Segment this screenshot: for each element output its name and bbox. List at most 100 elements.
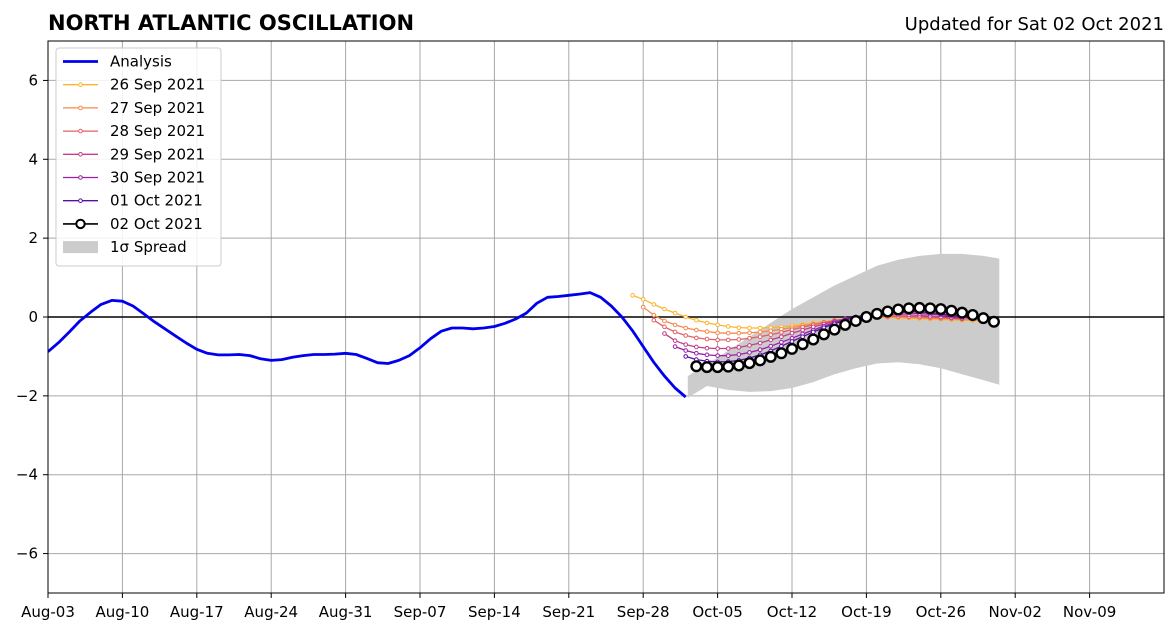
legend-label: 01 Oct 2021 [110,192,203,210]
legend-label: Analysis [110,53,172,71]
data-point [736,345,742,350]
data-point [715,346,720,351]
series-line [48,291,687,399]
data-point [807,333,820,346]
legend-marker [78,82,83,87]
data-point [817,328,830,341]
data-point [672,310,678,316]
data-point [725,346,731,351]
data-point [683,348,689,353]
y-tick-label: 4 [28,150,38,168]
chart-title: NORTH ATLANTIC OSCILLATION [48,11,414,35]
data-point [651,302,657,307]
legend-label: 28 Sep 2021 [110,122,205,140]
x-tick-label: Sep-21 [542,603,595,621]
data-point [662,324,667,330]
series-analysis [48,291,687,399]
data-point [892,303,905,316]
data-point [796,338,809,351]
data-point [757,329,763,335]
data-point [672,322,678,328]
data-point [747,335,752,341]
legend-marker [78,175,83,180]
data-point [757,347,763,353]
legend-label: 1σ Spread [110,238,187,256]
data-point [902,302,915,315]
legend-item: 28 Sep 2021 [63,122,205,140]
x-tick-label: Nov-02 [989,603,1042,621]
y-tick-label: 0 [28,308,38,326]
data-point [860,311,873,324]
data-point [715,322,720,328]
data-point [754,354,767,367]
legend-item: 27 Sep 2021 [63,99,205,117]
legend: Analysis 26 Sep 2021 27 Sep 2021 28 Sep 202… [55,47,222,267]
data-point [747,330,752,336]
data-point [881,305,894,318]
legend-item: 01 Oct 2021 [63,192,203,210]
legend-box [55,47,222,267]
data-point [732,359,745,372]
data-point [694,344,699,350]
legend-marker [78,152,83,157]
x-tick-label: Aug-31 [319,603,373,621]
x-tick-label: Oct-19 [841,603,891,621]
plot-area: Aug-03 Aug-10 Aug-17 Aug-24 Aug-31 Sep-07 Sep-… [16,40,1165,621]
x-tick-label: Oct-05 [692,603,742,621]
data-point [683,325,689,331]
legend-label: 26 Sep 2021 [110,76,205,94]
data-point [786,342,799,355]
data-point [662,331,667,336]
data-point [779,330,784,335]
legend-label: 29 Sep 2021 [110,145,205,163]
data-point [651,317,657,323]
legend-label: 02 Oct 2021 [110,215,203,233]
data-point [966,309,979,322]
data-point [662,318,667,324]
plot-content [48,253,1164,399]
x-tick-label: Oct-26 [916,603,966,621]
series-line [685,310,973,363]
data-point [757,325,763,331]
legend-marker [75,218,86,230]
data-point [736,337,742,342]
data-point [690,360,703,373]
data-point [849,314,862,327]
data-point [651,312,657,318]
y-axis: 6 4 2 0 −2 −4 −6 [16,71,48,563]
data-point [768,343,774,349]
legend-item: 1σ Spread [63,238,187,256]
data-point [810,329,816,335]
legend-marker [78,105,83,111]
legend-item: 29 Sep 2021 [63,145,205,163]
legend-item: 26 Sep 2021 [63,76,205,94]
data-point [722,360,735,373]
data-point [683,354,689,359]
legend-swatch [63,241,98,254]
data-point [779,334,784,340]
data-point [640,304,646,310]
series-02-oct-2021 [690,301,1000,374]
data-point [694,327,699,333]
data-point [736,325,742,330]
y-tick-label: −6 [16,545,38,563]
data-point [977,312,990,325]
data-point [683,333,689,338]
data-point [715,353,720,358]
data-point [789,339,795,344]
data-point [672,329,678,335]
x-tick-label: Aug-03 [21,603,75,621]
data-point [743,357,756,370]
data-point [945,304,958,317]
data-point [715,337,720,343]
data-point [757,340,763,346]
legend-item: Analysis [63,53,172,71]
data-point [694,317,699,323]
data-point [800,327,805,333]
x-tick-label: Sep-14 [468,603,521,621]
data-point [683,342,689,347]
data-point [757,334,763,340]
data-point [704,345,710,351]
data-point [747,350,752,355]
data-point [747,325,752,331]
